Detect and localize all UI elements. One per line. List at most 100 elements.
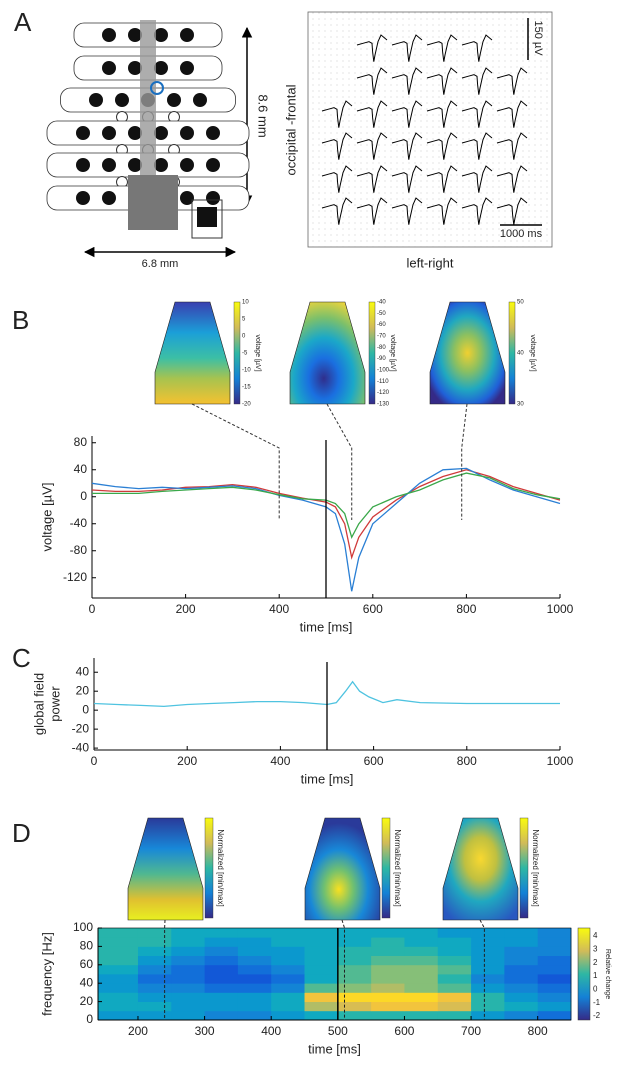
waveform bbox=[496, 165, 528, 193]
waveform bbox=[426, 132, 458, 160]
heatmap-cell bbox=[171, 937, 205, 947]
waveform bbox=[496, 132, 528, 160]
electrode bbox=[128, 61, 142, 75]
colorbar-tick-label: -10 bbox=[242, 368, 251, 374]
electrode bbox=[180, 191, 194, 205]
y-tick-label: 20 bbox=[76, 683, 90, 697]
heatmap-cell bbox=[537, 964, 572, 975]
heatmap-cell bbox=[271, 964, 305, 975]
panel-label: D bbox=[12, 818, 31, 848]
y-tick-label: 100 bbox=[73, 920, 93, 934]
waveform bbox=[321, 100, 353, 128]
heatmap-cell bbox=[337, 937, 372, 947]
heatmap-cell bbox=[437, 983, 472, 993]
heatmap-cell bbox=[504, 1010, 539, 1021]
scale-label: 1000 ms bbox=[500, 228, 543, 240]
electrode bbox=[76, 126, 90, 140]
y-tick-label: 80 bbox=[74, 435, 88, 449]
electrode bbox=[154, 61, 168, 75]
heatmap-cell bbox=[271, 992, 305, 1002]
waveform bbox=[426, 197, 458, 225]
heatmap-cell bbox=[504, 974, 539, 984]
colorbar-tick-label: 1 bbox=[593, 971, 598, 980]
scale-label: 150 µV bbox=[532, 20, 544, 56]
panel-label: B bbox=[12, 305, 29, 335]
heatmap-cell bbox=[404, 974, 439, 984]
waveform bbox=[391, 132, 423, 160]
heatmap-cell bbox=[137, 928, 172, 938]
colorbar-tick-label: 10 bbox=[242, 300, 249, 306]
electrode bbox=[154, 28, 168, 42]
waveform bbox=[461, 165, 493, 193]
electrode bbox=[76, 191, 90, 205]
x-tick-label: 200 bbox=[176, 602, 196, 616]
x-tick-label: 600 bbox=[394, 1024, 414, 1038]
electrode bbox=[128, 158, 142, 172]
heatmap-cell bbox=[437, 974, 472, 984]
heatmap-cell bbox=[371, 964, 405, 975]
x-tick-label: 300 bbox=[195, 1024, 215, 1038]
y-tick-label: 0 bbox=[80, 489, 87, 503]
electrode-array bbox=[46, 20, 250, 239]
topomap bbox=[304, 817, 381, 921]
heatmap-cell bbox=[137, 1010, 172, 1021]
heatmap-cell bbox=[237, 983, 272, 993]
colorbar bbox=[577, 927, 591, 1021]
heatmap-cell bbox=[304, 937, 339, 947]
colorbar bbox=[519, 817, 529, 919]
heatmap-cell bbox=[471, 937, 505, 947]
waveform bbox=[321, 132, 353, 160]
heatmap-cell bbox=[237, 992, 272, 1002]
heatmap-cell bbox=[98, 928, 139, 938]
array-stem bbox=[140, 20, 156, 210]
x-tick-label: 800 bbox=[456, 602, 476, 616]
electrode bbox=[102, 28, 116, 42]
x-tick-label: 0 bbox=[89, 602, 96, 616]
x-axis-label: time [ms] bbox=[300, 619, 353, 634]
heatmap-cell bbox=[98, 964, 139, 975]
heatmap-cell bbox=[204, 955, 239, 966]
heatmap-cell bbox=[537, 1001, 572, 1012]
waveform bbox=[321, 165, 353, 193]
array-pad bbox=[191, 199, 223, 239]
y-tick-label: 0 bbox=[86, 1012, 93, 1026]
heatmap-cell bbox=[404, 1010, 439, 1021]
colorbar-tick-label: 5 bbox=[242, 317, 246, 323]
heatmap-cell bbox=[537, 937, 572, 947]
waveform bbox=[356, 132, 388, 160]
heatmap-cell bbox=[304, 992, 339, 1002]
heatmap-cell bbox=[404, 937, 439, 947]
heatmap-cell bbox=[504, 946, 539, 956]
heatmap-cell bbox=[171, 946, 205, 956]
colorbar bbox=[508, 301, 516, 405]
series-line bbox=[92, 472, 561, 540]
electrode bbox=[154, 158, 168, 172]
width-label: 6.8 mm bbox=[142, 258, 179, 270]
heatmap-cell bbox=[98, 1001, 139, 1012]
heatmap-cell bbox=[237, 964, 272, 975]
heatmap-cell bbox=[304, 955, 339, 966]
heatmap-cell bbox=[171, 1001, 205, 1012]
heatmap-cell bbox=[371, 955, 405, 966]
colorbar-tick-label: -15 bbox=[242, 385, 251, 391]
heatmap-cell bbox=[371, 946, 405, 956]
colorbar-tick-label: -40 bbox=[377, 300, 386, 306]
heatmap-cell bbox=[437, 955, 472, 966]
heatmap-cell bbox=[471, 1001, 505, 1012]
heatmap-cell bbox=[271, 1010, 305, 1021]
heatmap-cell bbox=[171, 983, 205, 993]
topomap bbox=[289, 301, 366, 405]
heatmap-cell bbox=[371, 1001, 405, 1012]
topomap bbox=[442, 817, 519, 921]
heatmap-cell bbox=[404, 946, 439, 956]
x-tick-label: 400 bbox=[269, 602, 289, 616]
heatmap-cell bbox=[271, 983, 305, 993]
heatmap-cell bbox=[171, 955, 205, 966]
heatmap-cell bbox=[204, 937, 239, 947]
colorbar bbox=[233, 301, 241, 405]
heatmap-cell bbox=[471, 974, 505, 984]
y-tick-label: 40 bbox=[80, 975, 94, 989]
heatmap-cell bbox=[271, 955, 305, 966]
waveform bbox=[461, 67, 493, 95]
heatmap-cell bbox=[371, 937, 405, 947]
